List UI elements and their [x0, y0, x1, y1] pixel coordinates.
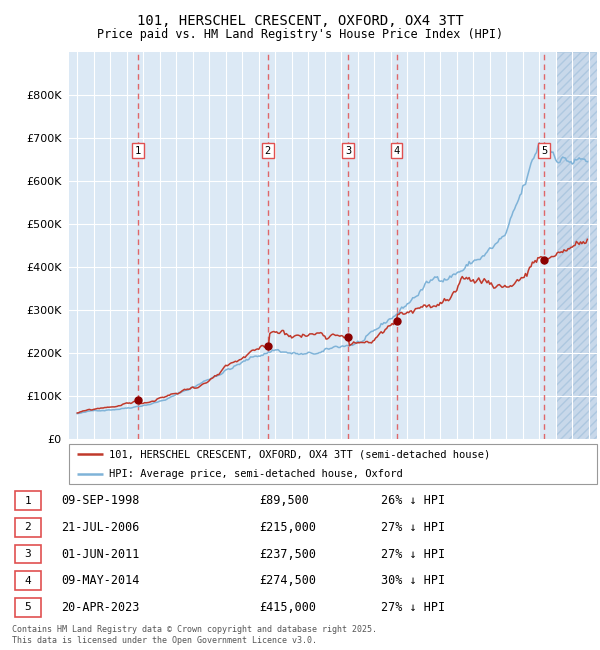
Text: 2: 2	[265, 146, 271, 156]
Text: 5: 5	[541, 146, 547, 156]
Text: 27% ↓ HPI: 27% ↓ HPI	[380, 547, 445, 560]
FancyBboxPatch shape	[15, 598, 41, 617]
Text: 101, HERSCHEL CRESCENT, OXFORD, OX4 3TT (semi-detached house): 101, HERSCHEL CRESCENT, OXFORD, OX4 3TT …	[109, 449, 490, 460]
Text: 1: 1	[135, 146, 141, 156]
Text: 5: 5	[25, 603, 31, 612]
Text: Price paid vs. HM Land Registry's House Price Index (HPI): Price paid vs. HM Land Registry's House …	[97, 28, 503, 41]
Text: £215,000: £215,000	[260, 521, 317, 534]
Text: HPI: Average price, semi-detached house, Oxford: HPI: Average price, semi-detached house,…	[109, 469, 403, 479]
Text: 4: 4	[394, 146, 400, 156]
Text: 1: 1	[25, 496, 31, 506]
Text: 01-JUN-2011: 01-JUN-2011	[61, 547, 139, 560]
Text: £89,500: £89,500	[260, 494, 310, 507]
Text: 30% ↓ HPI: 30% ↓ HPI	[380, 575, 445, 588]
Text: £415,000: £415,000	[260, 601, 317, 614]
Text: Contains HM Land Registry data © Crown copyright and database right 2025.
This d: Contains HM Land Registry data © Crown c…	[12, 625, 377, 645]
Bar	[556, 52, 597, 439]
Text: £237,500: £237,500	[260, 547, 317, 560]
Text: 26% ↓ HPI: 26% ↓ HPI	[380, 494, 445, 507]
FancyBboxPatch shape	[15, 545, 41, 564]
FancyBboxPatch shape	[15, 491, 41, 510]
Text: 27% ↓ HPI: 27% ↓ HPI	[380, 601, 445, 614]
Text: 101, HERSCHEL CRESCENT, OXFORD, OX4 3TT: 101, HERSCHEL CRESCENT, OXFORD, OX4 3TT	[137, 14, 463, 29]
Text: 3: 3	[25, 549, 31, 559]
Text: 27% ↓ HPI: 27% ↓ HPI	[380, 521, 445, 534]
Text: 3: 3	[345, 146, 352, 156]
Text: 21-JUL-2006: 21-JUL-2006	[61, 521, 139, 534]
FancyBboxPatch shape	[15, 518, 41, 537]
FancyBboxPatch shape	[69, 444, 597, 484]
Text: 20-APR-2023: 20-APR-2023	[61, 601, 139, 614]
FancyBboxPatch shape	[15, 571, 41, 590]
Text: 09-SEP-1998: 09-SEP-1998	[61, 494, 139, 507]
Text: 2: 2	[25, 523, 31, 532]
Text: £274,500: £274,500	[260, 575, 317, 588]
Text: 09-MAY-2014: 09-MAY-2014	[61, 575, 139, 588]
Text: 4: 4	[25, 576, 31, 586]
